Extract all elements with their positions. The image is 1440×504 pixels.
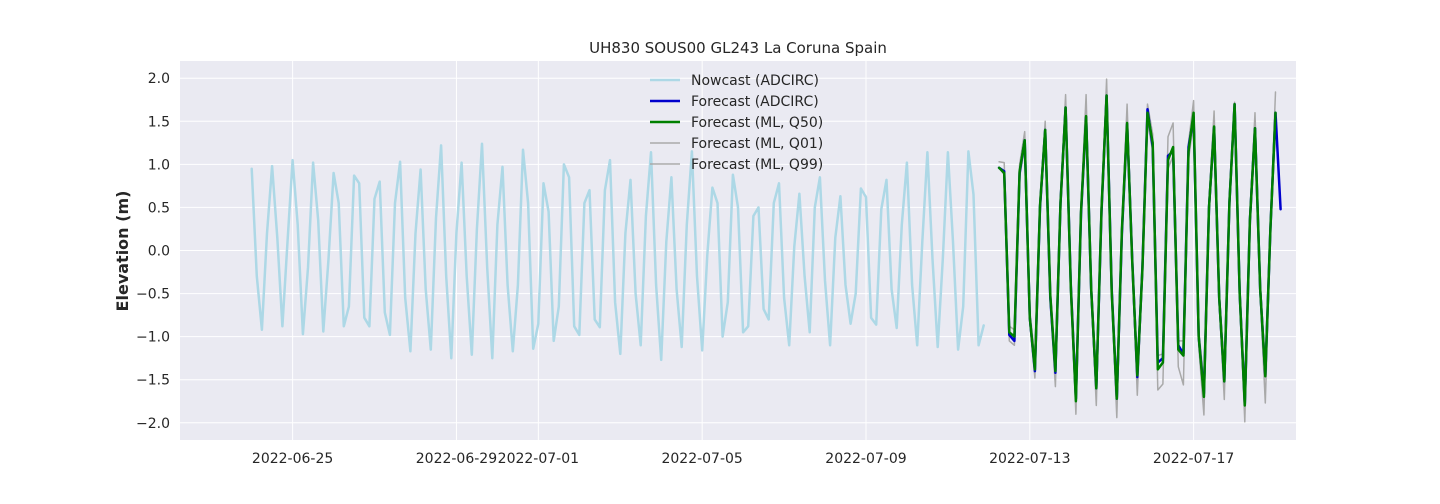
legend-label-1: Forecast (ADCIRC) [691, 94, 819, 110]
series-line-2 [997, 94, 1277, 407]
legend-label-0: Nowcast (ADCIRC) [691, 73, 819, 89]
y-tick-label: −1.0 [136, 330, 170, 346]
series-line-0 [250, 142, 985, 362]
x-tick-label: 2022-06-29 [416, 451, 497, 467]
y-axis-label: Elevation (m) [113, 191, 132, 312]
legend-label-3: Forecast (ML, Q01) [691, 136, 823, 152]
series-layer [250, 78, 1282, 423]
y-tick-label: 0.0 [148, 244, 170, 260]
y-tick-label: −0.5 [136, 287, 170, 303]
y-tick-label: −2.0 [136, 416, 170, 432]
legend-label-2: Forecast (ML, Q50) [691, 115, 823, 131]
x-axis: 2022-06-25 2022-06-29 2022-07-01 2022-07-05… [252, 451, 1234, 467]
y-tick-label: 1.5 [148, 114, 170, 130]
y-tick-label: 1.0 [148, 157, 170, 173]
x-tick-label: 2022-07-09 [825, 451, 906, 467]
y-tick-label: 2.0 [148, 71, 170, 87]
x-tick-label: 2022-06-25 [252, 451, 333, 467]
x-tick-label: 2022-07-01 [498, 451, 579, 467]
y-tick-label: 0.5 [148, 200, 170, 216]
x-tick-label: 2022-07-13 [989, 451, 1070, 467]
chart-title: UH830 SOUS00 GL243 La Coruna Spain [589, 39, 887, 57]
legend: Nowcast (ADCIRC) Forecast (ADCIRC) Forecas… [650, 73, 823, 173]
y-axis: 2.0 1.5 1.0 0.5 0.0 −0.5 −1.0 −1.5 −2.0 [136, 71, 170, 432]
x-tick-label: 2022-07-05 [661, 451, 742, 467]
legend-label-4: Forecast (ML, Q99) [691, 157, 823, 173]
x-tick-label: 2022-07-17 [1153, 451, 1234, 467]
y-tick-label: −1.5 [136, 373, 170, 389]
